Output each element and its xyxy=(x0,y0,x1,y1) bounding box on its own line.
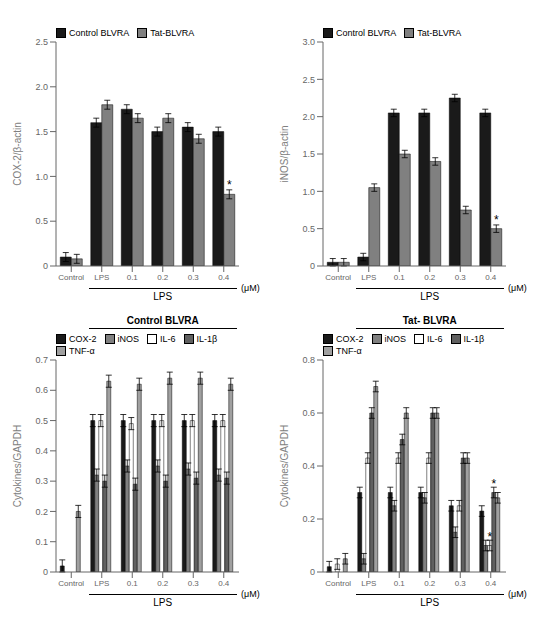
svg-text:0.4: 0.4 xyxy=(218,579,230,588)
html-text:IL-1β: IL-1β xyxy=(463,334,485,344)
svg-text:2.5: 2.5 xyxy=(302,75,315,85)
svg-text:0.4: 0.4 xyxy=(35,446,48,456)
svg-text:LPS: LPS xyxy=(94,273,109,282)
svg-text:0.2: 0.2 xyxy=(302,514,315,524)
html-text:IL-1β: IL-1β xyxy=(196,334,218,344)
svg-text:0.3: 0.3 xyxy=(188,273,200,282)
html-text:LPS: LPS xyxy=(153,291,173,302)
svg-text:LPS: LPS xyxy=(361,273,376,282)
svg-text:0: 0 xyxy=(43,567,48,577)
svg-text:0.3: 0.3 xyxy=(455,579,467,588)
svg-text:0.1: 0.1 xyxy=(35,537,48,547)
svg-text:0.4: 0.4 xyxy=(485,579,497,588)
svg-text:0.6: 0.6 xyxy=(302,408,315,418)
svg-text:0.3: 0.3 xyxy=(35,476,48,486)
svg-text:*: * xyxy=(494,213,499,227)
html-text:(μM): (μM) xyxy=(241,589,260,599)
svg-text:0: 0 xyxy=(310,567,315,577)
svg-text:0.4: 0.4 xyxy=(485,273,497,282)
svg-text:0.2: 0.2 xyxy=(35,507,48,517)
svg-text:*: * xyxy=(487,530,492,544)
svg-text:0.1: 0.1 xyxy=(394,273,406,282)
html-text:TNF-α: TNF-α xyxy=(336,346,362,356)
svg-text:0.1: 0.1 xyxy=(127,579,139,588)
svg-text:2.0: 2.0 xyxy=(302,112,315,122)
svg-text:0.4: 0.4 xyxy=(218,273,230,282)
html-text:TNF-α: TNF-α xyxy=(69,346,95,356)
html-text:COX-2: COX-2 xyxy=(69,334,97,344)
html-text:LPS: LPS xyxy=(153,597,173,608)
html-text:(μM): (μM) xyxy=(508,589,527,599)
html-text:IL-6: IL-6 xyxy=(427,334,443,344)
svg-text:0.3: 0.3 xyxy=(455,273,467,282)
svg-text:0.1: 0.1 xyxy=(127,273,139,282)
html-text:Tat-BLVRA: Tat-BLVRA xyxy=(150,28,195,38)
svg-text:0.2: 0.2 xyxy=(424,273,436,282)
svg-text:COX-2/β-actin: COX-2/β-actin xyxy=(12,122,23,186)
html-text:Tat- BLVRA: Tat- BLVRA xyxy=(402,315,457,326)
svg-text:1.0: 1.0 xyxy=(35,172,48,182)
html-text:Control BLVRA: Control BLVRA xyxy=(126,315,199,326)
svg-text:0: 0 xyxy=(43,261,48,271)
svg-text:0.2: 0.2 xyxy=(157,579,169,588)
svg-text:Control: Control xyxy=(325,579,351,588)
html-text:Control BLVRA: Control BLVRA xyxy=(69,28,130,38)
html-text:Tat-BLVRA: Tat-BLVRA xyxy=(417,28,462,38)
svg-text:Control: Control xyxy=(58,579,84,588)
svg-text:2.5: 2.5 xyxy=(35,37,48,47)
html-text:(μM): (μM) xyxy=(241,283,260,293)
svg-text:Control: Control xyxy=(325,273,351,282)
svg-text:1.0: 1.0 xyxy=(302,187,315,197)
svg-text:2.0: 2.0 xyxy=(35,82,48,92)
svg-text:0.2: 0.2 xyxy=(424,579,436,588)
svg-text:*: * xyxy=(491,477,496,491)
svg-text:0.5: 0.5 xyxy=(35,216,48,226)
html-text:COX-2: COX-2 xyxy=(336,334,364,344)
svg-text:1.5: 1.5 xyxy=(35,127,48,137)
svg-text:0.3: 0.3 xyxy=(188,579,200,588)
svg-text:0.5: 0.5 xyxy=(35,416,48,426)
svg-text:0.1: 0.1 xyxy=(394,579,406,588)
svg-text:iNOS/β-actin: iNOS/β-actin xyxy=(279,126,290,183)
html-text:(μM): (μM) xyxy=(508,283,527,293)
svg-text:3.0: 3.0 xyxy=(302,37,315,47)
html-text:iNOS: iNOS xyxy=(117,334,139,344)
html-text:IL-6: IL-6 xyxy=(160,334,176,344)
svg-text:LPS: LPS xyxy=(94,579,109,588)
html-text:iNOS: iNOS xyxy=(384,334,406,344)
svg-text:LPS: LPS xyxy=(361,579,376,588)
html-text:Control BLVRA: Control BLVRA xyxy=(336,28,397,38)
svg-text:0.8: 0.8 xyxy=(302,355,315,365)
svg-text:Control: Control xyxy=(58,273,84,282)
svg-text:Cytokines/GAPDH: Cytokines/GAPDH xyxy=(12,425,23,507)
svg-text:0.4: 0.4 xyxy=(302,461,315,471)
svg-text:0.7: 0.7 xyxy=(35,355,48,365)
svg-text:*: * xyxy=(227,178,232,192)
svg-text:Cytokines/GAPDH: Cytokines/GAPDH xyxy=(279,425,290,507)
svg-text:0: 0 xyxy=(310,261,315,271)
svg-text:1.5: 1.5 xyxy=(302,149,315,159)
svg-text:0.6: 0.6 xyxy=(35,385,48,395)
svg-text:0.2: 0.2 xyxy=(157,273,169,282)
svg-text:0.5: 0.5 xyxy=(302,224,315,234)
html-text:LPS: LPS xyxy=(420,291,440,302)
html-text:LPS: LPS xyxy=(420,597,440,608)
